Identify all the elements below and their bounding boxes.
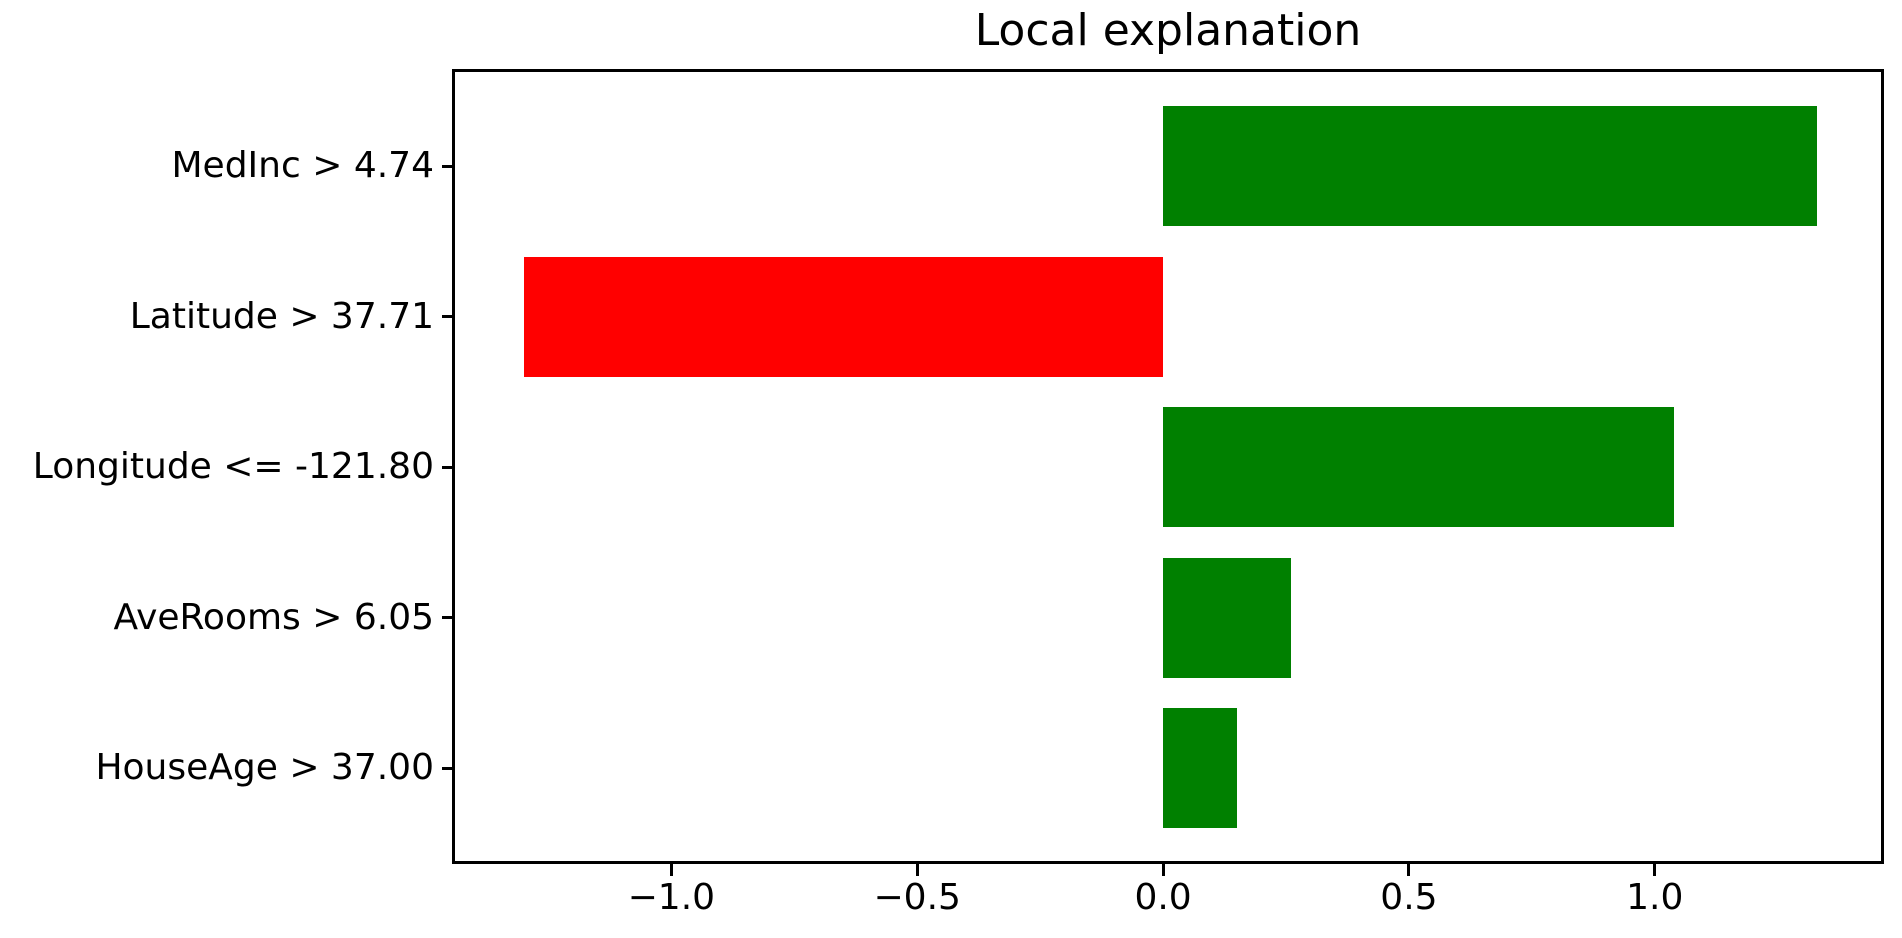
x-axis-tick-1 [915,864,919,876]
bar-houseage [1163,708,1237,828]
x-axis-tick-label-2: 0.0 [1134,877,1192,918]
y-axis-label-averooms: AveRooms > 6.05 [113,596,434,638]
y-axis-label-houseage: HouseAge > 37.00 [95,747,434,788]
bar-latitude [523,256,1164,377]
y-axis-tick-medinc [442,164,452,168]
x-axis-tick-3 [1407,864,1411,876]
y-axis-tick-longitude [442,465,452,469]
x-axis-tick-label-3: 0.5 [1380,877,1438,918]
y-axis-label-latitude: Latitude > 37.71 [129,295,434,337]
chart-title: Local explanation [974,5,1362,56]
y-axis-tick-averooms [442,616,452,619]
plot-area [452,69,1884,864]
bar-longitude [1163,407,1675,527]
bar-medinc [1163,106,1818,226]
x-axis-tick-label-1: −0.5 [873,877,961,918]
bar-averooms [1163,557,1291,678]
y-axis-tick-houseage [442,766,452,770]
x-axis-tick-label-4: 1.0 [1626,877,1684,918]
x-axis-tick-4 [1653,864,1657,876]
y-axis-label-medinc: MedInc > 4.74 [171,145,435,186]
y-axis-label-longitude: Longitude <= -121.80 [32,446,434,487]
y-axis-tick-latitude [442,315,452,318]
x-axis-tick-label-0: −1.0 [627,877,716,918]
x-axis-tick-2 [1161,864,1165,876]
x-axis-tick-0 [669,864,673,876]
